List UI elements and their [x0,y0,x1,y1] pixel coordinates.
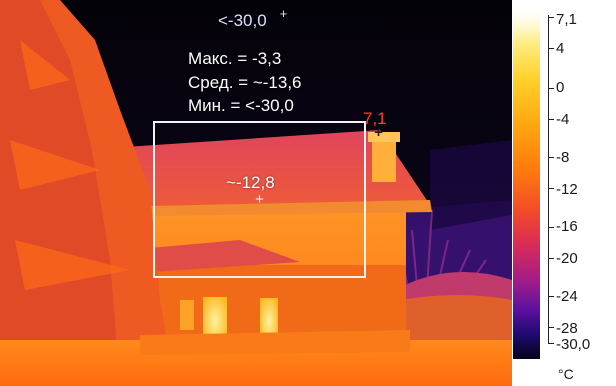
scale-tick [548,258,554,259]
crosshair-icon[interactable]: + [374,124,383,141]
scale-tick [548,157,554,158]
temperature-unit: °C [558,366,574,382]
scale-tick-label: 0 [556,79,565,96]
scale-tick [548,119,554,120]
scale-tick-label: -12 [556,181,578,198]
scale-tick-label: 7,1 [556,11,577,28]
scale-tick-label: -28 [556,320,578,337]
thermal-image [0,0,512,386]
scale-tick-label: 4 [556,40,565,57]
temperature-color-scale [513,9,540,359]
scale-tick-label: -24 [556,288,578,305]
scale-tick-label: -4 [556,111,570,128]
scale-tick [548,188,554,189]
scale-tick [548,17,554,18]
scale-tick-label: -16 [556,218,578,235]
area-center-temperature: ~-12,8 [226,173,275,192]
scale-tick [548,227,554,228]
measurement-area-box[interactable] [153,121,366,278]
hotspot-temperature: 7,1 [363,109,387,128]
scale-axis-line [548,15,549,343]
thermal-scene [0,0,512,386]
scale-tick [548,343,554,344]
min-temperature-label: Мин. = <-30,0 [188,96,294,115]
scale-tick [548,296,554,297]
avg-temperature-label: Сред. = ~-13,6 [188,73,302,92]
scale-tick [548,48,554,49]
scale-tick-label: -20 [556,250,578,267]
spot-temperature-reading: <-30,0 [218,11,267,30]
crosshair-icon[interactable]: + [255,191,264,208]
scale-tick [548,88,554,89]
crosshair-icon: + [279,6,288,21]
max-temperature-label: Макс. = -3,3 [188,49,282,68]
scale-tick [548,327,554,328]
scale-tick-label: -8 [556,149,570,166]
scale-tick-label: -30,0 [556,336,591,353]
